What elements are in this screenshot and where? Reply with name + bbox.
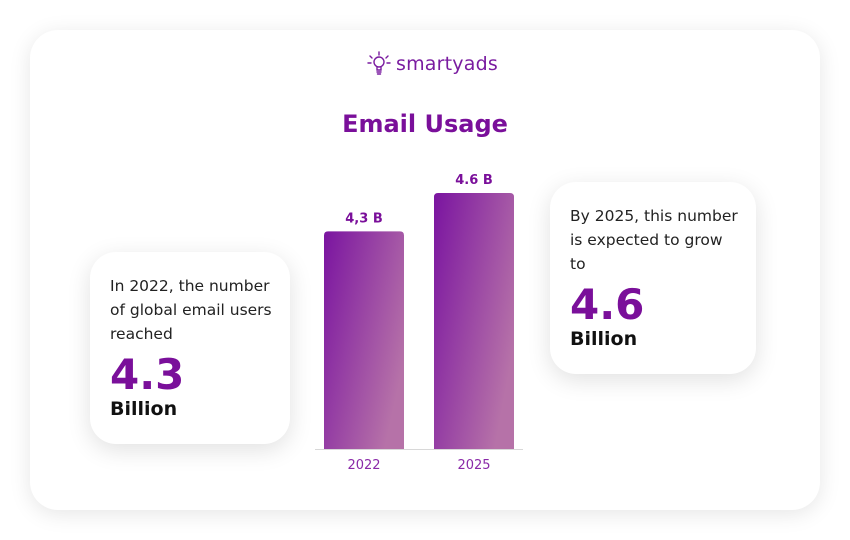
x-tick-label: 2025 [457,458,490,473]
data-label: 4.6 B [455,173,492,188]
callout-2025: By 2025, this number is expected to grow… [550,182,756,374]
x-tick-label: 2022 [347,458,380,473]
brand-name: smartyads [396,53,498,75]
bar-2025 [434,193,514,449]
callout-value: 4.6 [570,280,645,329]
brand-logo: smartyads [366,50,498,78]
callout-value: 4.3 [110,350,185,399]
bar-2022 [324,231,404,449]
callout-unit: Billion [570,328,638,350]
callout-text: By 2025, this number is expected to grow… [570,207,738,273]
lightbulb-icon [367,51,391,75]
data-label: 4,3 B [345,211,382,226]
callout-2022: In 2022, the number of global email user… [90,252,290,444]
callout-text: In 2022, the number of global email user… [110,277,272,343]
chart-title: Email Usage [342,110,508,138]
callout-unit: Billion [110,398,178,420]
